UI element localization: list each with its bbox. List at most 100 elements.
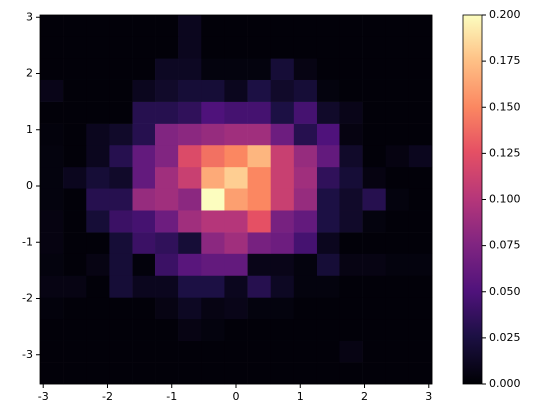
cell — [63, 188, 87, 211]
cell — [86, 123, 110, 146]
x-tick-label: -1 — [166, 390, 177, 403]
cell — [270, 362, 295, 385]
cell — [224, 210, 248, 233]
cell — [316, 297, 340, 320]
colorbar-tick-label: 0.200 — [489, 8, 521, 21]
x-tick-label: 3 — [425, 390, 432, 403]
cell — [132, 36, 156, 59]
cell — [408, 340, 433, 363]
cell — [224, 275, 248, 298]
cell — [316, 101, 340, 124]
cells — [40, 15, 433, 385]
cell — [201, 275, 225, 298]
cell — [109, 166, 133, 189]
cell — [109, 36, 133, 59]
cell — [339, 58, 363, 80]
colorbar-tick-label: 0.100 — [489, 193, 521, 206]
cell — [339, 36, 363, 59]
x-tick-label: 1 — [297, 390, 304, 403]
cell — [293, 188, 318, 211]
cell — [408, 297, 433, 320]
cell — [63, 362, 87, 385]
cell — [178, 275, 202, 298]
cell — [155, 232, 179, 254]
cell — [270, 340, 295, 363]
cell — [109, 58, 133, 80]
cell — [316, 275, 340, 298]
cell — [339, 275, 363, 298]
cell — [247, 123, 272, 146]
cell — [362, 340, 387, 363]
cell — [63, 166, 87, 189]
colorbar-tick-label: 0.025 — [489, 331, 521, 344]
colorbar-tick-label: 0.075 — [489, 239, 521, 252]
cell — [362, 15, 387, 37]
cell — [132, 362, 156, 385]
cell — [109, 318, 133, 341]
cell — [224, 232, 248, 254]
cell — [408, 253, 433, 276]
cell — [362, 166, 387, 189]
colorbar — [462, 14, 483, 385]
cell — [155, 210, 179, 233]
cell — [316, 188, 340, 211]
cell — [109, 101, 133, 124]
cell — [247, 297, 272, 320]
cell — [224, 166, 248, 189]
cell — [224, 58, 248, 80]
cell — [201, 36, 225, 59]
cell — [362, 253, 387, 276]
cell — [178, 253, 202, 276]
cell — [224, 253, 248, 276]
cell — [270, 166, 295, 189]
cell — [86, 36, 110, 59]
cell — [201, 166, 225, 189]
cell — [63, 275, 87, 298]
cell — [109, 144, 133, 168]
cell — [132, 253, 156, 276]
cell — [385, 123, 410, 146]
cell — [224, 188, 248, 211]
cell — [247, 318, 272, 341]
cell — [316, 340, 340, 363]
cell — [155, 15, 179, 37]
cell — [270, 15, 295, 37]
cell — [224, 79, 248, 102]
cell — [339, 210, 363, 233]
cell — [86, 297, 110, 320]
cell — [201, 79, 225, 102]
cell — [293, 297, 318, 320]
cell — [132, 232, 156, 254]
cell — [224, 15, 248, 37]
colorbar-tick-label: 0.125 — [489, 146, 521, 159]
colorbar-tick-label: 0.175 — [489, 54, 521, 67]
cell — [316, 232, 340, 254]
cell — [63, 297, 87, 320]
cell — [316, 318, 340, 341]
x-tick-label: 0 — [233, 390, 240, 403]
cell — [132, 101, 156, 124]
cell — [40, 340, 64, 363]
cell — [339, 166, 363, 189]
cell — [293, 58, 318, 80]
cell — [247, 101, 272, 124]
cell — [362, 275, 387, 298]
cell — [270, 36, 295, 59]
cell — [40, 362, 64, 385]
cell — [63, 253, 87, 276]
cell — [155, 275, 179, 298]
cell — [201, 362, 225, 385]
cell — [155, 123, 179, 146]
cell — [316, 166, 340, 189]
cell — [408, 166, 433, 189]
cell — [224, 144, 248, 168]
y-tick-label: 1 — [26, 123, 33, 136]
cell — [63, 101, 87, 124]
cell — [201, 340, 225, 363]
cell — [362, 232, 387, 254]
cell — [247, 275, 272, 298]
cell — [293, 36, 318, 59]
cell — [339, 188, 363, 211]
cell — [224, 340, 248, 363]
cell — [247, 79, 272, 102]
